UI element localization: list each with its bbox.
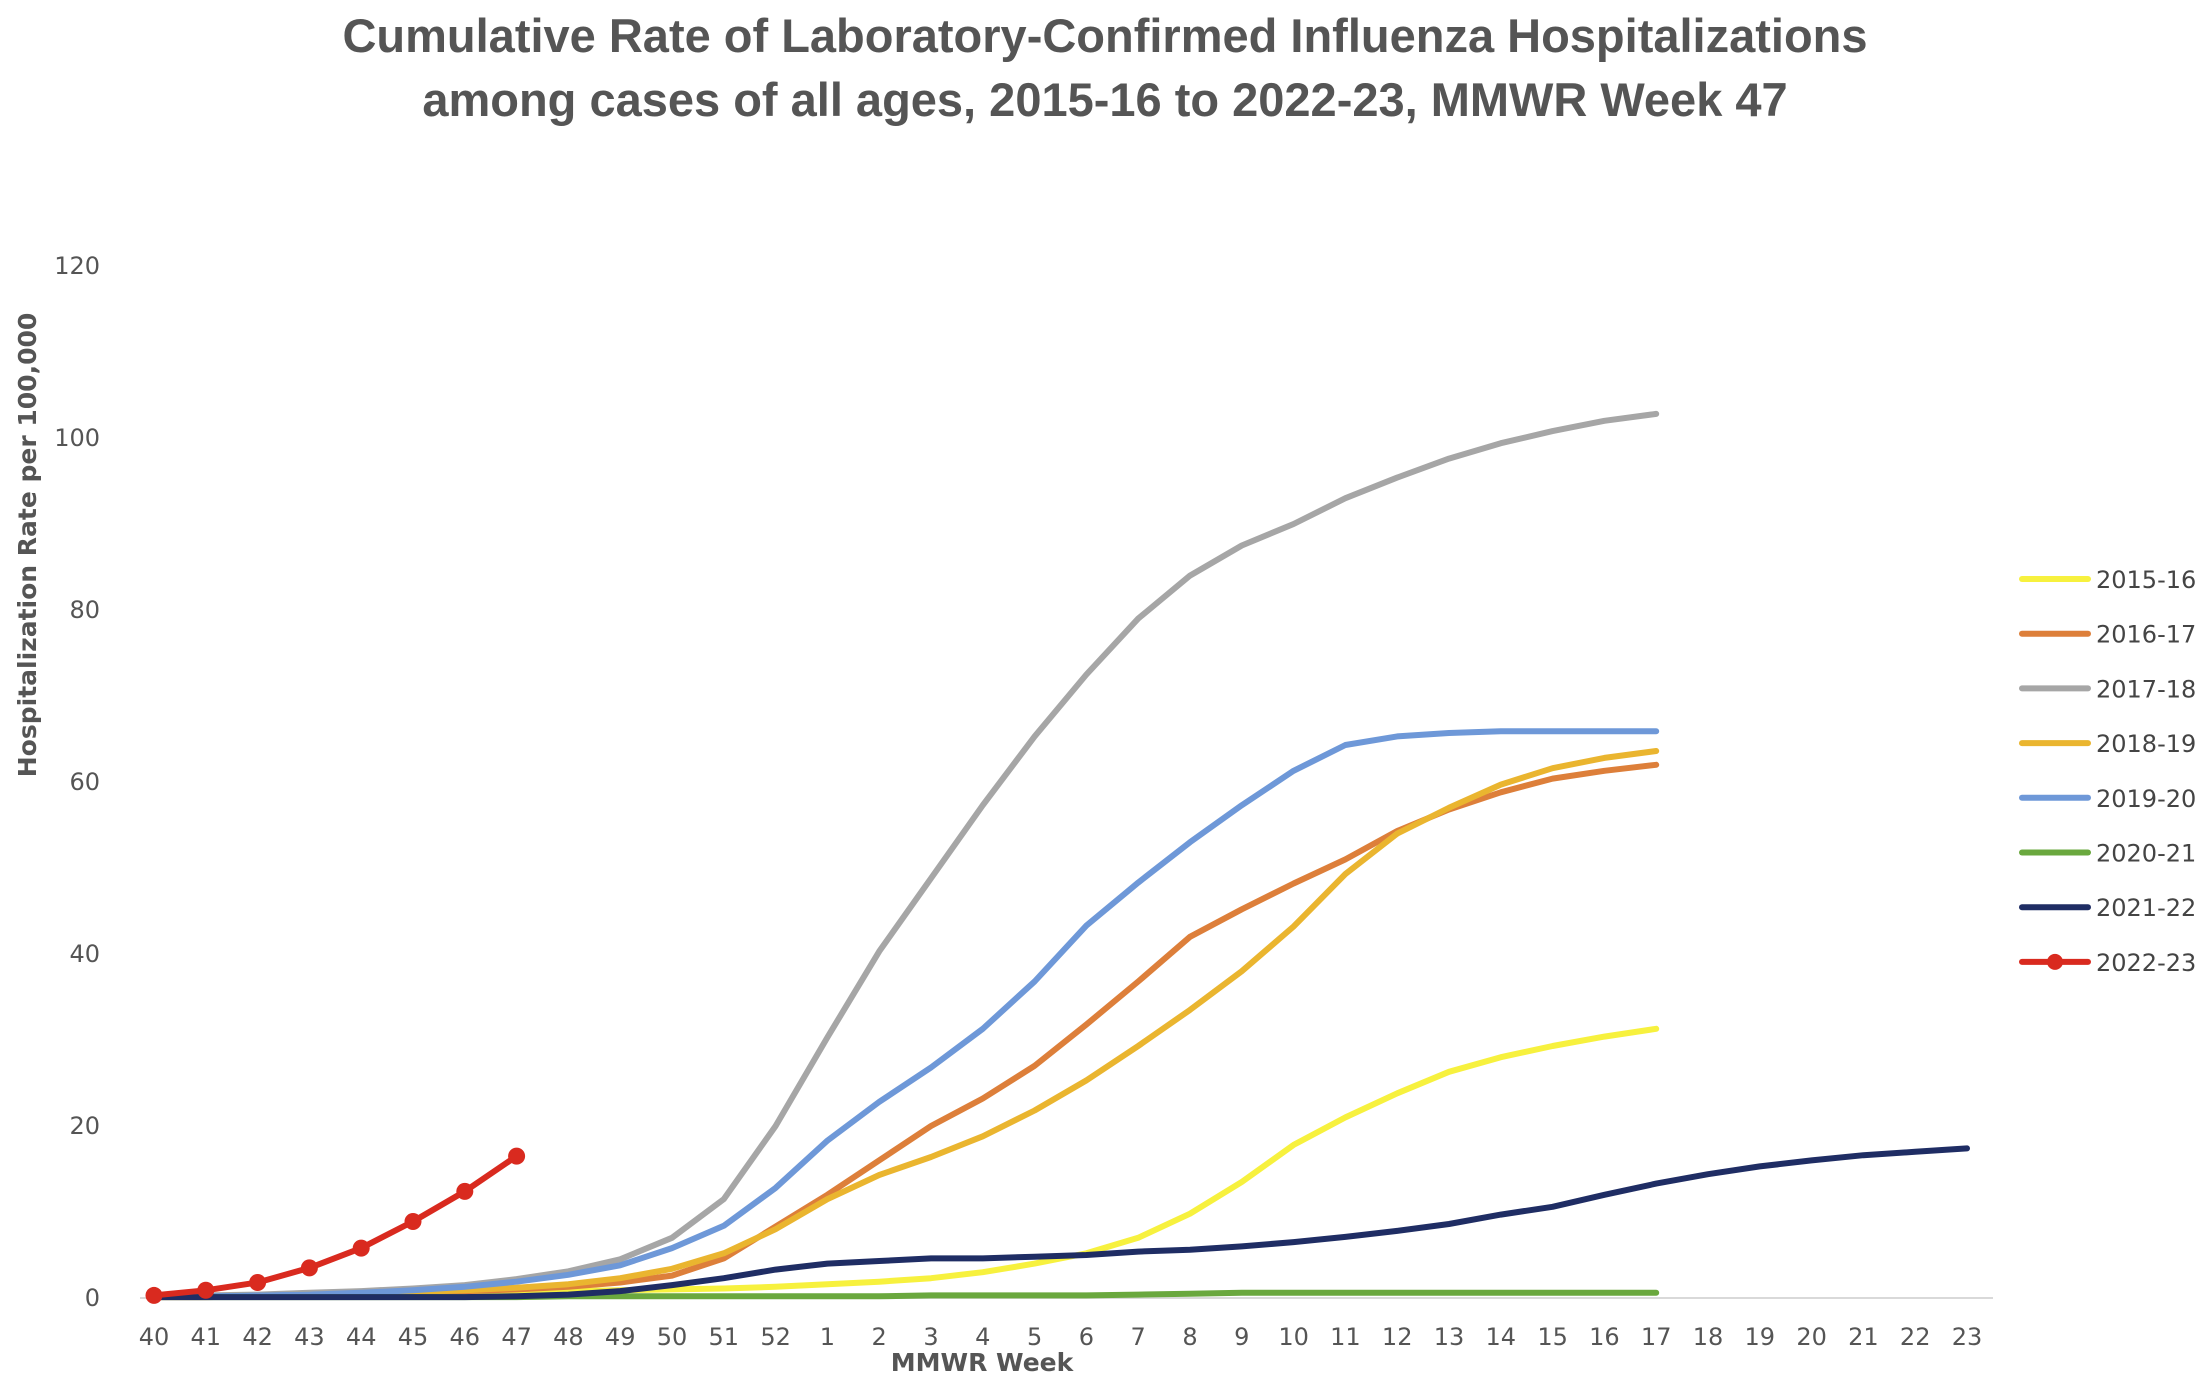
x-tick-label: 13 xyxy=(1434,1323,1465,1351)
y-axis-ticks: 0 20 40 60 80 100 120 xyxy=(54,252,100,1312)
x-tick-label: 48 xyxy=(553,1323,584,1351)
x-tick-label: 21 xyxy=(1848,1323,1879,1351)
x-axis-label: MMWR Week xyxy=(891,1348,1075,1377)
legend: 2015-16 2016-17 2017-18 2018-19 2019-20 2020-… xyxy=(2019,566,2196,977)
series-line-2021-22 xyxy=(151,1145,1970,1301)
y-tick-label: 60 xyxy=(69,768,100,796)
x-tick-label: 2 xyxy=(872,1323,887,1351)
legend-label: 2016-17 xyxy=(2096,621,2196,649)
x-tick-label: 52 xyxy=(760,1323,791,1351)
x-tick-label: 22 xyxy=(1900,1323,1931,1351)
data-point-2022-23 xyxy=(404,1212,422,1230)
y-tick-label: 120 xyxy=(54,252,100,280)
x-tick-label: 23 xyxy=(1952,1323,1983,1351)
x-tick-label: 4 xyxy=(975,1323,990,1351)
x-tick-label: 20 xyxy=(1796,1323,1827,1351)
x-tick-label: 50 xyxy=(657,1323,688,1351)
chart-title: Cumulative Rate of Laboratory-Confirmed … xyxy=(0,4,2210,132)
x-tick-label: 40 xyxy=(139,1323,170,1351)
y-axis-label: Hospitalization Rate per 100,000 xyxy=(13,313,42,778)
x-tick-label: 11 xyxy=(1330,1323,1361,1351)
x-tick-label: 9 xyxy=(1234,1323,1249,1351)
x-tick-label: 44 xyxy=(346,1323,377,1351)
x-tick-label: 7 xyxy=(1131,1323,1146,1351)
x-tick-label: 18 xyxy=(1693,1323,1724,1351)
series-line-2019-20 xyxy=(151,728,1660,1301)
x-tick-label: 8 xyxy=(1182,1323,1197,1351)
series-layer xyxy=(145,410,1970,1304)
data-point-2022-23 xyxy=(352,1239,370,1257)
data-point-2022-23 xyxy=(145,1286,163,1304)
x-tick-label: 41 xyxy=(191,1323,222,1351)
x-tick-label: 17 xyxy=(1641,1323,1672,1351)
legend-label: 2022-23 xyxy=(2096,949,2196,977)
x-tick-label: 6 xyxy=(1079,1323,1094,1351)
x-tick-label: 49 xyxy=(605,1323,636,1351)
x-tick-label: 10 xyxy=(1278,1323,1309,1351)
legend-label: 2018-19 xyxy=(2096,730,2196,758)
x-tick-label: 16 xyxy=(1589,1323,1620,1351)
series-line-2018-19 xyxy=(151,748,1660,1301)
legend-label: 2019-20 xyxy=(2096,785,2196,813)
chart-title-line-2: among cases of all ages, 2015-16 to 2022… xyxy=(422,73,1788,126)
data-point-2022-23 xyxy=(197,1281,215,1299)
x-tick-label: 3 xyxy=(923,1323,938,1351)
series-line-2016-17 xyxy=(151,761,1660,1301)
legend-label: 2015-16 xyxy=(2096,566,2196,594)
legend-label: 2020-21 xyxy=(2096,840,2196,868)
x-tick-label: 19 xyxy=(1745,1323,1776,1351)
legend-label: 2021-22 xyxy=(2096,894,2196,922)
data-point-2022-23 xyxy=(300,1259,318,1277)
x-tick-label: 14 xyxy=(1486,1323,1517,1351)
legend-label: 2017-18 xyxy=(2096,675,2196,703)
data-point-2022-23 xyxy=(508,1147,526,1165)
x-tick-label: 5 xyxy=(1027,1323,1042,1351)
x-tick-label: 12 xyxy=(1382,1323,1413,1351)
x-tick-label: 45 xyxy=(398,1323,429,1351)
x-tick-label: 43 xyxy=(294,1323,325,1351)
legend-marker-2022-23 xyxy=(2047,953,2063,970)
data-point-2022-23 xyxy=(456,1182,474,1200)
y-tick-label: 100 xyxy=(54,424,100,452)
data-point-2022-23 xyxy=(249,1274,267,1292)
y-tick-label: 20 xyxy=(69,1112,100,1140)
x-tick-label: 15 xyxy=(1537,1323,1568,1351)
x-tick-label: 42 xyxy=(242,1323,273,1351)
x-tick-label: 51 xyxy=(709,1323,740,1351)
x-axis-ticks: 40 41 42 43 44 45 46 47 48 49 50 51 52 1 2 3 4 5 6 7 8 9 10 11 1… xyxy=(139,1323,1983,1351)
y-tick-label: 0 xyxy=(85,1284,100,1312)
x-tick-label: 1 xyxy=(820,1323,835,1351)
y-tick-label: 80 xyxy=(69,596,100,624)
x-tick-label: 46 xyxy=(450,1323,481,1351)
chart-title-line-1: Cumulative Rate of Laboratory-Confirmed … xyxy=(342,9,1868,62)
x-tick-label: 47 xyxy=(501,1323,532,1351)
y-tick-label: 40 xyxy=(69,940,100,968)
series-line-2022-23 xyxy=(151,1153,520,1299)
